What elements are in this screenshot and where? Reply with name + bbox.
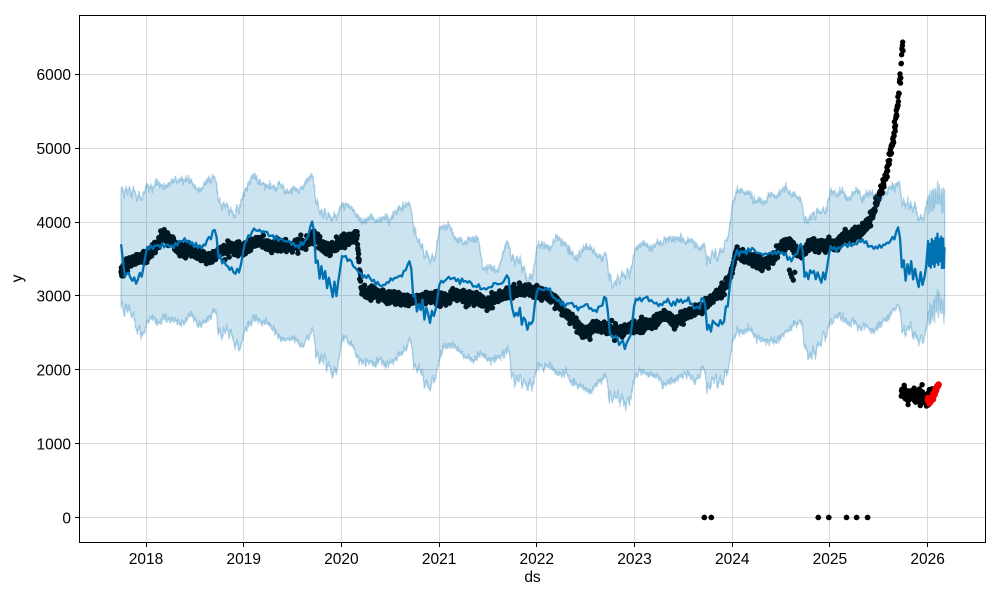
svg-text:2022: 2022: [520, 551, 554, 568]
svg-text:4000: 4000: [37, 215, 72, 232]
svg-text:2023: 2023: [617, 551, 651, 568]
svg-text:5000: 5000: [37, 141, 72, 158]
svg-text:2024: 2024: [715, 551, 750, 568]
svg-text:3000: 3000: [37, 289, 72, 306]
svg-text:2018: 2018: [129, 551, 163, 568]
svg-text:2025: 2025: [813, 551, 847, 568]
svg-text:1000: 1000: [37, 436, 72, 453]
svg-text:ds: ds: [524, 569, 541, 586]
svg-text:2021: 2021: [422, 551, 456, 568]
svg-text:y: y: [9, 274, 26, 282]
svg-text:2026: 2026: [910, 551, 944, 568]
svg-text:2000: 2000: [37, 363, 72, 380]
svg-text:0: 0: [62, 510, 71, 527]
svg-text:6000: 6000: [37, 67, 72, 84]
svg-text:2020: 2020: [324, 551, 359, 568]
svg-text:2019: 2019: [226, 551, 260, 568]
